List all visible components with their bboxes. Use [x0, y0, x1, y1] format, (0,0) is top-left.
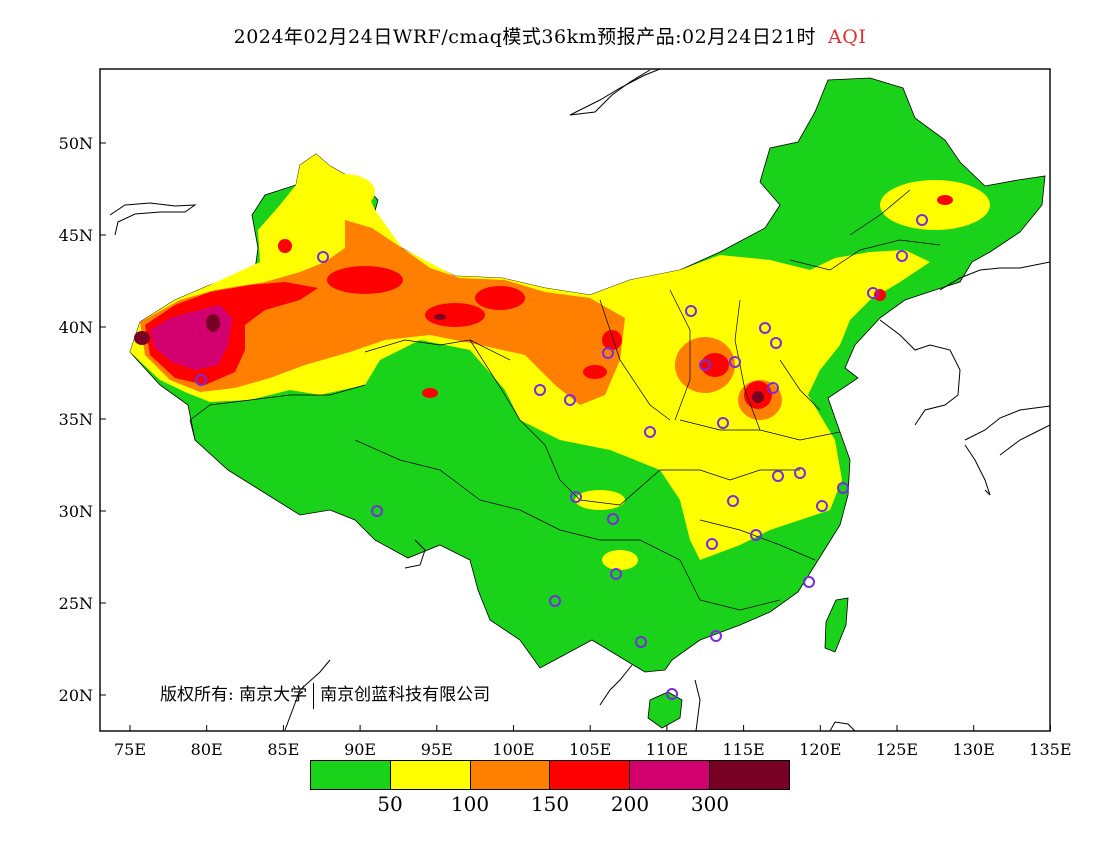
aqi-patch-red-3 [475, 286, 525, 310]
province-boundaries [189, 189, 941, 611]
station-ring [837, 482, 849, 494]
aqi-patch-red-11 [874, 289, 886, 301]
colorbar-label: 50 [377, 792, 403, 816]
station-ring [195, 374, 207, 386]
station-ring [710, 630, 722, 642]
lon-label: 115E [722, 740, 764, 759]
copyright-separator [313, 682, 315, 709]
copyright-prefix: 版权所有: [160, 685, 234, 705]
colorbar-swatch [710, 761, 789, 789]
aqi-region-orange [140, 220, 625, 405]
station-ring [371, 505, 383, 517]
lat-label: 25N [59, 594, 93, 613]
station-ring [770, 337, 782, 349]
station-ring [794, 467, 806, 479]
neighbour-coastlines [109, 69, 1050, 731]
station-ring [867, 287, 879, 299]
station-ring [699, 359, 711, 371]
lon-label: 80E [191, 740, 223, 759]
longitude-axis: 75E 80E 85E 90E 95E 100E 105E 110E 115E 120E 125E 1… [114, 725, 1072, 759]
aqi-patch-red-1 [327, 266, 403, 294]
lat-label: 45N [59, 226, 93, 245]
station-ring [767, 382, 779, 394]
aqi-patch-darkred-4 [752, 391, 764, 403]
aqi-patch-red-8 [278, 239, 292, 253]
copyright-org1: 南京大学 [239, 685, 308, 705]
aqi-region-taiwan [824, 597, 849, 653]
colorbar-swatch [550, 761, 631, 789]
lon-label: 130E [953, 740, 995, 759]
station-ring [706, 538, 718, 550]
station-ring [727, 495, 739, 507]
aqi-patch-yellow-ne [880, 180, 990, 230]
station-ring [916, 214, 928, 226]
lat-label: 35N [59, 410, 93, 429]
station-ring [803, 576, 815, 588]
station-ring [759, 322, 771, 334]
aqi-colorbar-labels: 50 100 150 200 300 [310, 792, 790, 818]
lat-label: 30N [59, 502, 93, 521]
copyright-note: 版权所有: 南京大学 南京创蓝科技有限公司 [160, 680, 490, 709]
aqi-patch-yellow-sw [575, 490, 625, 510]
station-ring [635, 636, 647, 648]
station-markers [195, 214, 928, 700]
colorbar-swatch [470, 761, 551, 789]
aqi-colorbar [310, 760, 790, 790]
station-ring [570, 491, 582, 503]
copyright-org2: 南京创蓝科技有限公司 [320, 685, 491, 705]
aqi-patch-yellow-n [315, 174, 375, 210]
station-ring [729, 356, 741, 368]
aqi-patch-yellow-s [602, 550, 638, 570]
lon-label: 85E [267, 740, 299, 759]
colorbar-label: 150 [530, 792, 570, 816]
lon-label: 75E [114, 740, 146, 759]
station-ring [607, 513, 619, 525]
colorbar-label: 200 [610, 792, 650, 816]
colorbar-swatch [630, 761, 711, 789]
station-ring [896, 250, 908, 262]
colorbar-swatch [390, 761, 471, 789]
lon-label: 90E [344, 740, 376, 759]
lon-label: 105E [569, 740, 611, 759]
lon-label: 135E [1029, 740, 1071, 759]
latitude-axis: 50N 45N 40N 35N 30N 25N 20N [59, 134, 106, 705]
lat-label: 50N [59, 134, 93, 153]
aqi-patch-red-5 [583, 365, 607, 379]
aqi-patch-red-6 [701, 353, 729, 377]
station-ring [816, 500, 828, 512]
station-ring [772, 470, 784, 482]
title-main: 2024年02月24日WRF/cmaq模式36km预报产品:02月24日21时 [233, 26, 817, 48]
station-ring [717, 417, 729, 429]
colorbar-label: 300 [690, 792, 730, 816]
title-product: AQI [828, 26, 867, 48]
aqi-patch-darkred-1 [134, 331, 150, 345]
lon-label: 110E [646, 740, 688, 759]
map-title: 2024年02月24日WRF/cmaq模式36km预报产品:02月24日21时 A… [0, 22, 1100, 49]
aqi-patch-red-10 [937, 195, 953, 205]
station-ring [549, 595, 561, 607]
station-ring [685, 305, 697, 317]
station-ring [564, 394, 576, 406]
lon-label: 120E [799, 740, 841, 759]
colorbar-label: 100 [450, 792, 490, 816]
station-ring [644, 426, 656, 438]
aqi-patch-darkred-2 [206, 314, 220, 332]
station-ring [750, 529, 762, 541]
aqi-patch-red-9 [422, 388, 438, 398]
station-ring [610, 568, 622, 580]
lon-label: 100E [492, 740, 534, 759]
station-ring [666, 688, 678, 700]
colorbar-swatch [311, 761, 391, 789]
aqi-patch-red-2 [425, 303, 485, 327]
lon-label: 125E [876, 740, 918, 759]
station-ring [602, 347, 614, 359]
lat-label: 20N [59, 686, 93, 705]
aqi-patch-darkred-3 [434, 314, 446, 320]
lon-label: 95E [421, 740, 453, 759]
station-ring [534, 384, 546, 396]
lat-label: 40N [59, 318, 93, 337]
aqi-patch-red-4 [602, 330, 622, 350]
station-ring [317, 251, 329, 263]
